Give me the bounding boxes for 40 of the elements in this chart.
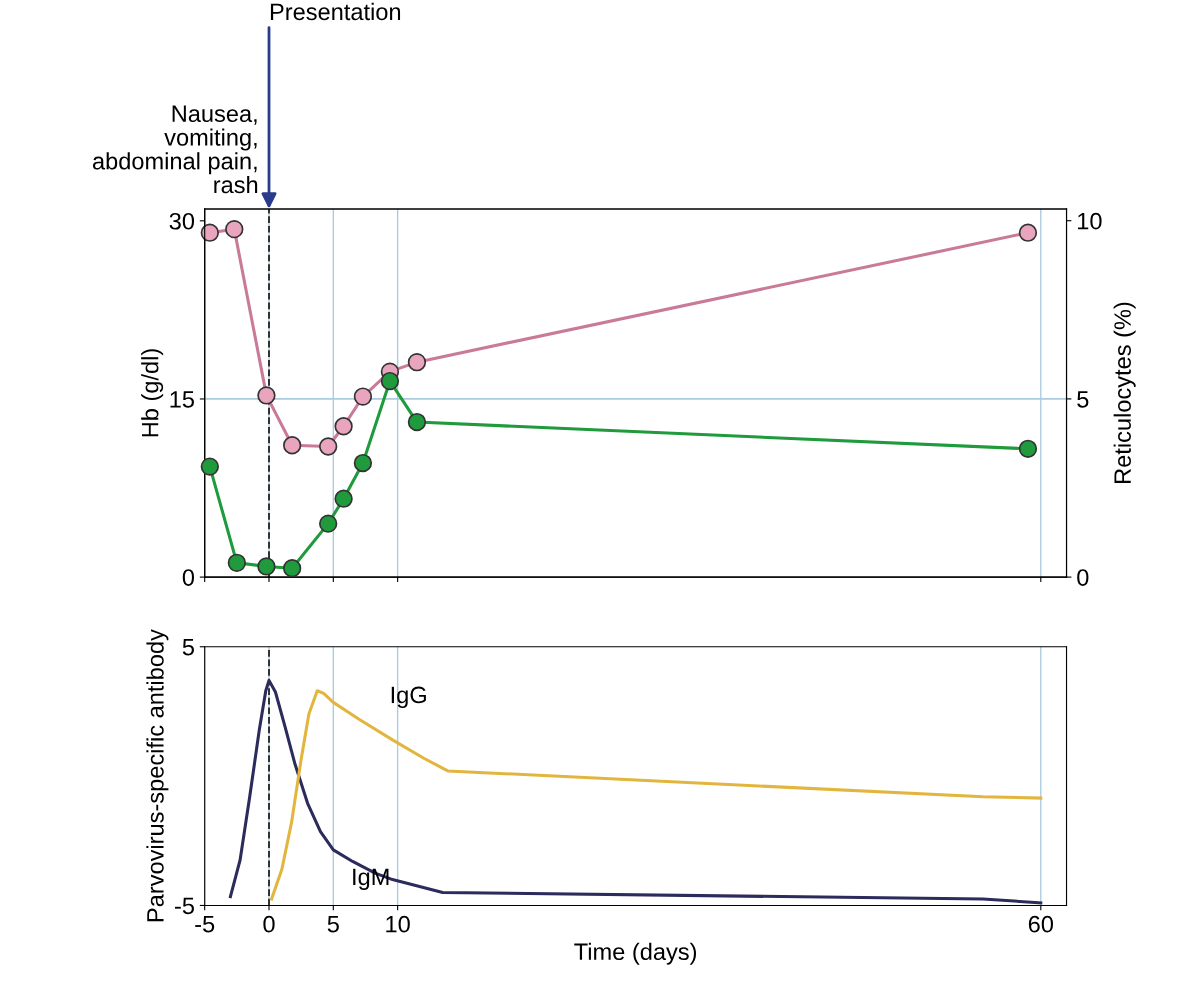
y-tick-label: 15 <box>170 391 194 408</box>
y2-axis-title: Reticulocytes (%) <box>1113 302 1136 483</box>
point <box>380 371 400 391</box>
y-tick-label: 5 <box>182 639 194 656</box>
point <box>319 514 338 533</box>
series-label: IgM <box>353 868 389 890</box>
x-tick-label: 5 <box>327 916 339 933</box>
x-tick-label: 10 <box>386 915 410 933</box>
point <box>225 219 244 239</box>
x-tick-label: 0 <box>263 915 275 933</box>
point <box>1018 439 1038 458</box>
point <box>407 412 427 432</box>
y2-tick-label: 0 <box>1077 569 1089 586</box>
point <box>1018 223 1038 242</box>
text: Presentation <box>270 2 401 21</box>
y-tick-label: 0 <box>182 569 195 586</box>
point <box>353 453 373 473</box>
point <box>257 557 276 576</box>
series-label: IgG <box>391 686 426 708</box>
point <box>407 352 427 372</box>
y-axis-title: Hb (g/dl) <box>141 349 164 437</box>
point <box>200 457 220 476</box>
point <box>353 387 373 406</box>
point <box>282 436 302 455</box>
x-tick-label: -5 <box>195 916 215 933</box>
y-axis-title: Parvovirus-specific antibody <box>146 629 169 922</box>
point <box>334 489 353 508</box>
y2-tick-label: 10 <box>1078 212 1102 230</box>
point <box>282 559 302 578</box>
point <box>257 386 276 405</box>
y-tick-label: 30 <box>169 212 195 230</box>
point <box>227 553 247 573</box>
point <box>200 223 220 242</box>
point <box>319 437 338 456</box>
x-tick-label: 60 <box>1028 915 1054 933</box>
y2-tick-label: 5 <box>1077 391 1089 408</box>
x-axis-title: Time (days) <box>574 942 697 965</box>
text: Nausea, vomiting, abdominal pain, rash <box>92 105 258 194</box>
y-tick-label: -5 <box>175 897 194 915</box>
point <box>334 417 353 436</box>
